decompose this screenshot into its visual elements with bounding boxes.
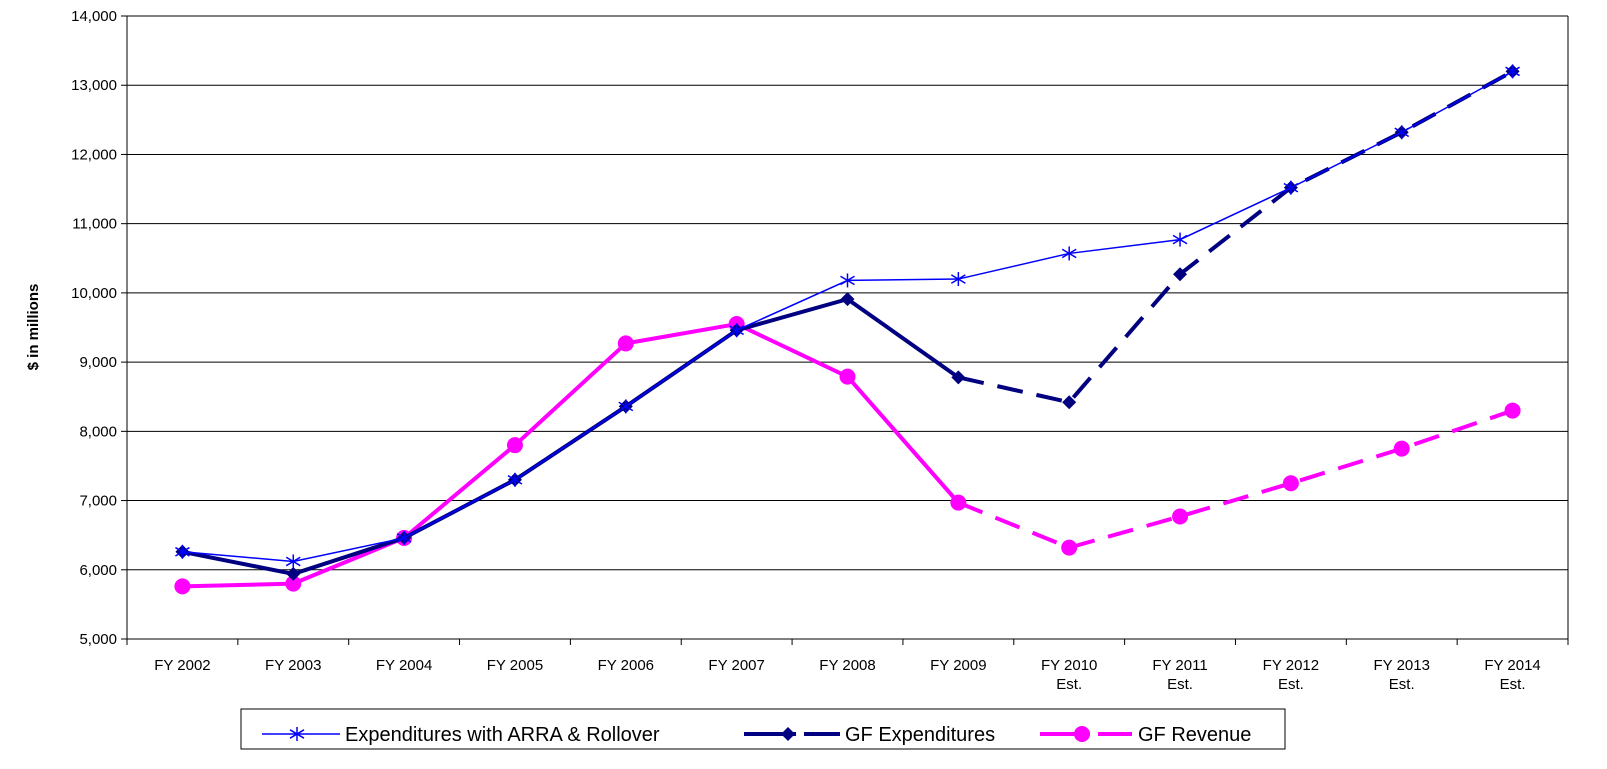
legend-item: GF Expenditures bbox=[744, 724, 995, 746]
data-point bbox=[840, 292, 855, 307]
data-point bbox=[175, 544, 190, 559]
x-axis-ticks: FY 2002 FY 2003 FY 2004 FY 2005 FY 2006 FY 20… bbox=[126, 639, 1569, 693]
y-tick-label: 5,000 bbox=[79, 631, 117, 648]
legend-label: Expenditures with ARRA & Rollover bbox=[345, 724, 660, 746]
legend-marker bbox=[289, 727, 305, 741]
x-tick-label: FY 2012 Est. bbox=[1263, 657, 1319, 693]
y-tick-label: 7,000 bbox=[79, 493, 117, 510]
series-expenditures-with-arra-rollover bbox=[175, 64, 1520, 569]
data-point bbox=[618, 399, 634, 414]
data-point bbox=[617, 335, 634, 352]
data-point bbox=[950, 494, 967, 511]
legend: Expenditures with ARRA & Rollover GF Expe… bbox=[240, 708, 1286, 750]
series-line-actual bbox=[182, 322, 960, 589]
y-axis-title: $ in millions bbox=[25, 284, 42, 371]
data-point bbox=[507, 472, 523, 487]
series-gf-revenue bbox=[174, 316, 1521, 595]
x-tick-label: FY 2009 bbox=[930, 657, 986, 674]
legend-marker bbox=[1074, 726, 1090, 742]
data-point bbox=[840, 273, 855, 288]
data-point bbox=[1283, 180, 1299, 195]
legend-box bbox=[240, 708, 1286, 750]
data-point bbox=[1062, 395, 1077, 410]
x-tick-label: FY 2010 Est. bbox=[1041, 657, 1097, 693]
x-tick-label: FY 2004 bbox=[376, 657, 432, 674]
data-point bbox=[396, 530, 412, 545]
data-point bbox=[285, 575, 302, 592]
series-line-estimate bbox=[957, 408, 1514, 550]
y-tick-label: 12,000 bbox=[71, 146, 117, 163]
y-tick-label: 8,000 bbox=[79, 423, 117, 440]
data-point bbox=[1504, 402, 1521, 419]
axes bbox=[126, 16, 1569, 640]
legend-item: GF Revenue bbox=[1040, 724, 1251, 746]
y-tick-label: 9,000 bbox=[79, 354, 117, 371]
x-tick-label: FY 2005 bbox=[487, 657, 543, 674]
x-tick-label: FY 2007 bbox=[708, 657, 764, 674]
data-point bbox=[839, 368, 856, 385]
y-tick-label: 10,000 bbox=[71, 285, 117, 302]
data-point bbox=[506, 437, 523, 454]
data-point bbox=[1393, 440, 1410, 457]
series-gf-expenditures bbox=[175, 64, 1520, 581]
data-point bbox=[174, 578, 191, 595]
data-point bbox=[286, 566, 301, 581]
data-point bbox=[1505, 64, 1520, 79]
y-tick-label: 14,000 bbox=[71, 8, 117, 25]
data-point bbox=[1061, 539, 1078, 556]
legend-label: GF Revenue bbox=[1138, 724, 1251, 746]
data-point bbox=[951, 370, 966, 385]
x-tick-label: FY 2006 bbox=[598, 657, 654, 674]
y-tick-label: 11,000 bbox=[72, 216, 117, 233]
data-point bbox=[1061, 246, 1077, 261]
data-point bbox=[1282, 475, 1299, 492]
series-line bbox=[182, 70, 1513, 563]
data-point bbox=[285, 554, 301, 569]
legend-item: Expenditures with ARRA & Rollover bbox=[262, 724, 660, 746]
data-point bbox=[1173, 267, 1188, 282]
legend-label: GF Expenditures bbox=[845, 724, 995, 746]
x-tick-label: FY 2013 Est. bbox=[1374, 657, 1430, 693]
data-point bbox=[950, 272, 966, 287]
data-point bbox=[729, 323, 745, 338]
x-tick-label: FY 2002 bbox=[154, 657, 210, 674]
series-line-actual bbox=[182, 297, 960, 576]
data-point bbox=[1172, 232, 1188, 247]
x-tick-label: FY 2008 bbox=[819, 657, 875, 674]
x-tick-label: FY 2003 bbox=[265, 657, 321, 674]
y-axis-ticks: 5,000 6,000 7,000 8,000 9,000 10,000 11,000 12,… bbox=[71, 8, 127, 648]
series-line-estimate bbox=[957, 69, 1514, 405]
x-tick-label: FY 2011 Est. bbox=[1152, 657, 1207, 693]
y-tick-label: 6,000 bbox=[79, 562, 117, 579]
data-point bbox=[1172, 508, 1189, 525]
legend-marker bbox=[781, 727, 795, 741]
data-point bbox=[1394, 125, 1410, 140]
y-tick-label: 13,000 bbox=[71, 77, 117, 94]
series-group bbox=[174, 64, 1521, 595]
x-tick-label: FY 2014 Est. bbox=[1484, 657, 1540, 693]
